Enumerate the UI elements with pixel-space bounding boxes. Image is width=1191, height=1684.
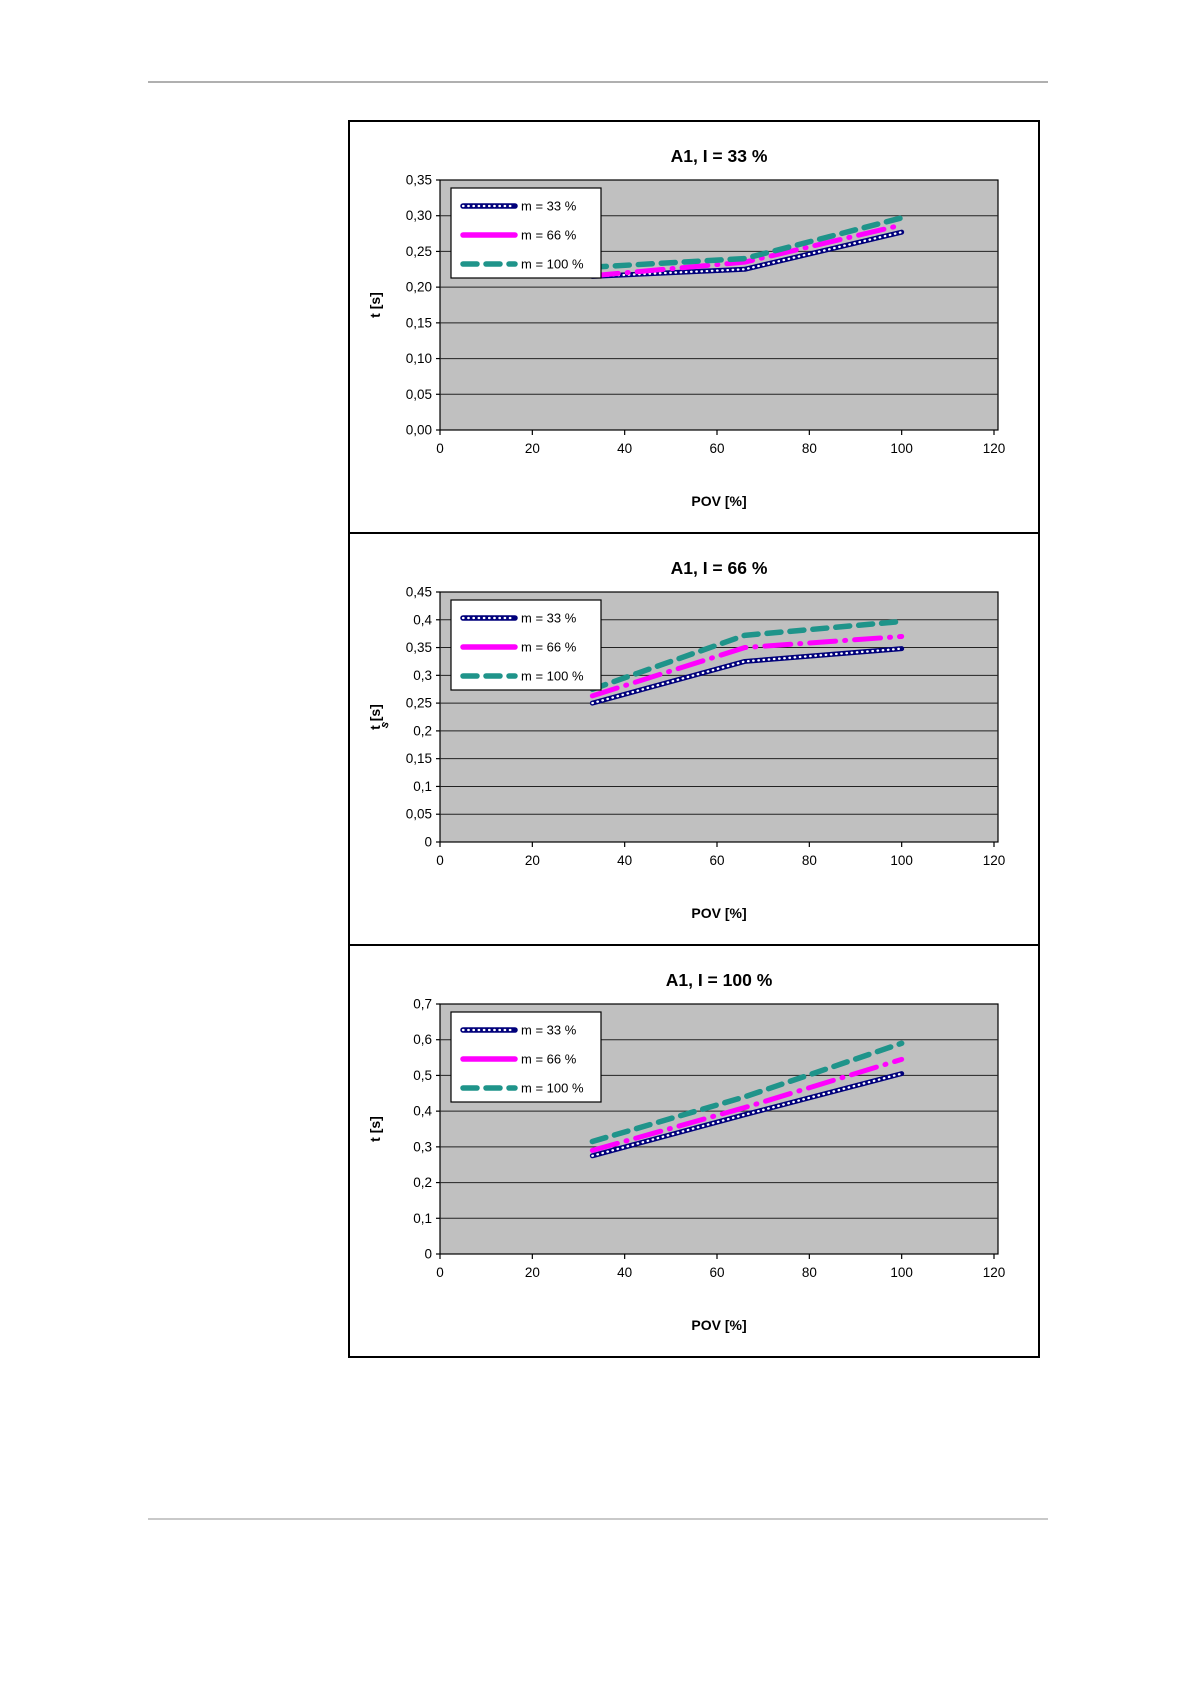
y-tick-label: 0,15	[406, 315, 432, 330]
series-line-dashed	[589, 618, 905, 692]
x-tick-label: 120	[983, 441, 1006, 456]
chart-title: A1, I = 100 %	[666, 970, 773, 990]
chart-i100: A1, I = 100 % 0,7 0,6 0,5 0,4 0,3 0,2 0,1 00 20 40…	[367, 970, 1006, 1333]
y-tick-label: 0,30	[406, 208, 432, 223]
x-tick-label: 40	[617, 1265, 632, 1280]
chart-i66: A1, I = 66 % 0,45 0,4 0,35 0,3 0,25 0,2 0,15 0,1…	[367, 558, 1006, 921]
x-tick-label: 60	[709, 1265, 724, 1280]
y-axis-title: t [s]	[367, 292, 383, 318]
x-tick-label: 80	[802, 441, 817, 456]
x-tick-label: 0	[436, 1265, 444, 1280]
legend-label: m = 100 %	[521, 1081, 584, 1096]
legend-entry: m = 66 %	[460, 640, 577, 655]
charts-panel: A1, I = 33 % 0,35 0,30 0,25 0,20 0,15 0,10 0,05…	[348, 120, 1040, 1358]
chart-section-i100: A1, I = 100 % 0,7 0,6 0,5 0,4 0,3 0,2 0,1 0 0 20 40…	[350, 944, 1038, 1356]
y-axis-title: t [s]	[367, 704, 383, 730]
y-tick-label: 0,00	[406, 423, 432, 438]
legend-entry: m = 33 %	[460, 1023, 577, 1038]
series-line-dashed	[589, 215, 905, 270]
x-tick-label: 120	[983, 853, 1006, 868]
y-tick-label: 0,1	[413, 1211, 432, 1226]
series-line-dash-dot	[589, 633, 905, 699]
series-line-dash-dot	[589, 1056, 905, 1153]
series-line-dotted-overlay	[591, 1072, 903, 1157]
y-tick-label: 0,35	[406, 173, 432, 188]
x-axis-title: POV [%]	[691, 493, 746, 509]
y-tick-label: 0,2	[413, 723, 432, 738]
x-axis-title: POV [%]	[691, 905, 746, 921]
series-line-dash-dot	[589, 222, 905, 279]
legend-label: m = 66 %	[521, 228, 577, 243]
x-tick-label: 20	[525, 853, 540, 868]
y-tick-label: 0,20	[406, 280, 432, 295]
y-tick-label: 0,1	[413, 779, 432, 794]
x-tick-label: 60	[709, 441, 724, 456]
y-tick-label: 0,45	[406, 585, 432, 600]
y-tick-label: 0,05	[406, 807, 432, 822]
chart-i33: A1, I = 33 % 0,35 0,30 0,25 0,20 0,15 0,10 0,05…	[367, 146, 1006, 509]
legend-label: m = 66 %	[521, 640, 577, 655]
legend-entry: m = 66 %	[460, 1052, 577, 1067]
legend-entry: m = 100 %	[460, 669, 584, 684]
y-tick-label: 0,25	[406, 696, 432, 711]
legend-entry: m = 33 %	[460, 199, 577, 214]
y-tick-label: 0,5	[413, 1068, 432, 1083]
legend-label: m = 66 %	[521, 1052, 577, 1067]
legend-label: m = 100 %	[521, 257, 584, 272]
x-tick-label: 120	[983, 1265, 1006, 1280]
x-tick-label: 80	[802, 853, 817, 868]
legend-label: m = 100 %	[521, 669, 584, 684]
y-tick-label: 0,25	[406, 244, 432, 259]
x-tick-label: 80	[802, 1265, 817, 1280]
legend-label: m = 33 %	[521, 199, 577, 214]
y-tick-label: 0,35	[406, 640, 432, 655]
x-tick-label: 40	[617, 441, 632, 456]
legend-label: m = 33 %	[521, 1023, 577, 1038]
x-tick-label: 100	[890, 441, 913, 456]
legend-label: m = 33 %	[521, 611, 577, 626]
legend-entry: m = 33 %	[460, 611, 577, 626]
chart-title: A1, I = 33 %	[671, 146, 768, 166]
x-axis-title: POV [%]	[691, 1317, 746, 1333]
series-line-dotted-overlay	[591, 231, 903, 278]
series-line-dotted-overlay	[591, 647, 903, 705]
chart-title: A1, I = 66 %	[671, 558, 768, 578]
y-tick-label: 0,2	[413, 1175, 432, 1190]
series-line-dashed	[589, 1040, 905, 1145]
y-tick-label: 0,4	[413, 612, 432, 627]
bottom-divider	[148, 1518, 1048, 1520]
x-tick-label: 40	[617, 853, 632, 868]
top-divider	[148, 81, 1048, 83]
y-tick-label: 0,3	[413, 1139, 432, 1154]
x-tick-label: 100	[890, 853, 913, 868]
y-tick-label: 0,05	[406, 387, 432, 402]
legend-entry: m = 100 %	[460, 1081, 584, 1096]
y-tick-label: 0,15	[406, 751, 432, 766]
y-tick-label: 0,6	[413, 1032, 432, 1047]
plot-area	[439, 591, 999, 843]
y-tick-label: 0,3	[413, 668, 432, 683]
y-tick-label: 0	[424, 835, 432, 850]
y-tick-label: 0,7	[413, 997, 432, 1012]
x-tick-label: 100	[890, 1265, 913, 1280]
y-tick-label: 0	[424, 1247, 432, 1262]
x-tick-label: 0	[436, 441, 444, 456]
legend-entry: m = 66 %	[460, 228, 577, 243]
x-tick-label: 0	[436, 853, 444, 868]
y-axis-title-stray: s	[378, 720, 391, 730]
chart-section-i33: A1, I = 33 % 0,35 0,30 0,25 0,20 0,15 0,10 0,05…	[350, 122, 1038, 532]
legend-entry: m = 100 %	[460, 257, 584, 272]
y-tick-label: 0,10	[406, 351, 432, 366]
x-tick-label: 60	[709, 853, 724, 868]
y-tick-label: 0,4	[413, 1104, 432, 1119]
x-tick-label: 20	[525, 441, 540, 456]
y-axis-title: t [s]	[367, 1116, 383, 1142]
chart-section-i66: A1, I = 66 % 0,45 0,4 0,35 0,3 0,25 0,2 0,15 0,1…	[350, 532, 1038, 944]
x-tick-label: 20	[525, 1265, 540, 1280]
